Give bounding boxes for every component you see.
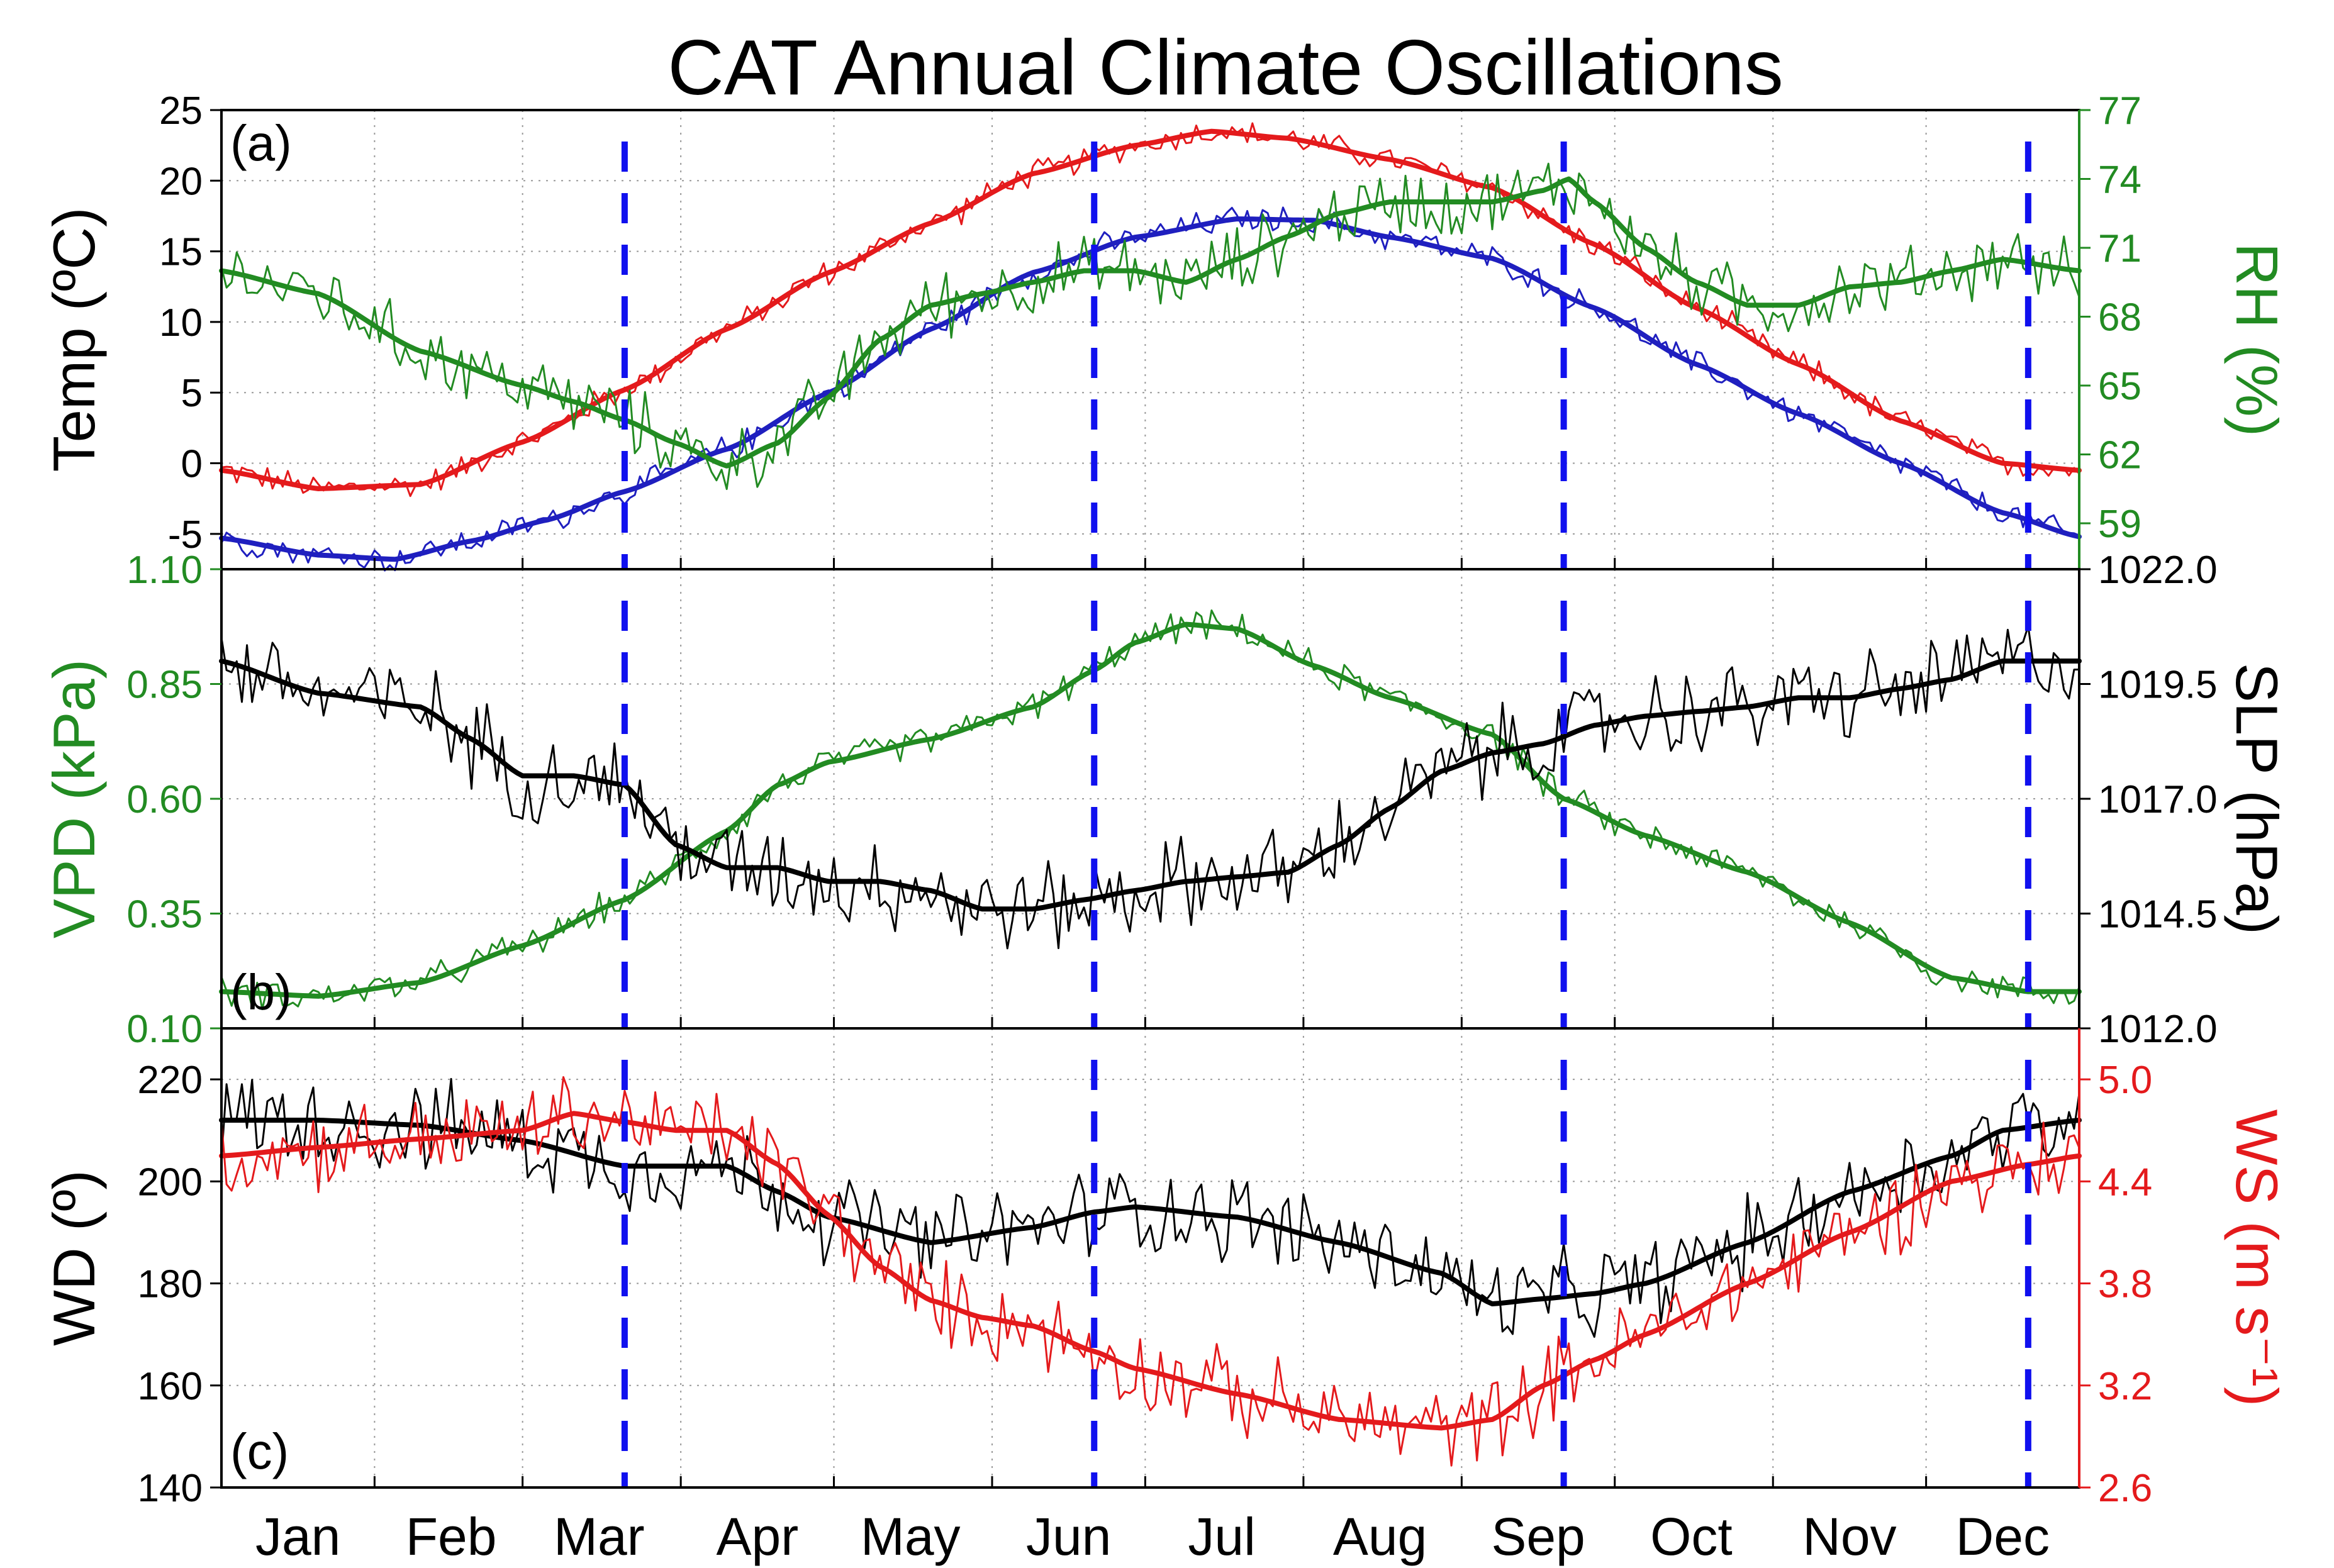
left-axis-title: WD (º) <box>41 1170 107 1346</box>
right-axis-tick-label: 68 <box>2098 296 2141 340</box>
right-axis-tick-label: 1012.0 <box>2098 1008 2218 1051</box>
x-tick-label-may: May <box>861 1507 961 1566</box>
panel-a: 25 20 15 10 5 0 -5 77 74 71 68 65 62 59 Temp (ºC) RH (%… <box>41 89 2290 572</box>
right-axis-tick-label: 71 <box>2098 227 2141 270</box>
left-axis-tick-label: 160 <box>138 1365 203 1408</box>
panel-label: (a) <box>230 115 292 171</box>
series-ws-daily-line <box>220 1076 2080 1467</box>
series-tmin-daily-line <box>220 206 2080 572</box>
right-axis-tick-label: 62 <box>2098 434 2141 477</box>
right-axis-title: SLP (hPa) <box>2224 663 2290 935</box>
left-axis-tick-label: 25 <box>159 89 203 133</box>
left-axis-tick-label: 1.10 <box>126 548 203 592</box>
series-slp-smoothed-line <box>219 659 2082 912</box>
panel-label: (c) <box>230 1423 289 1479</box>
x-tick-label-jul: Jul <box>1188 1507 1255 1566</box>
left-axis-tick-label: -5 <box>168 513 203 557</box>
left-axis-tick-label: 0.60 <box>126 778 203 821</box>
series-ws-smoothed-line <box>219 1111 2082 1431</box>
series-tmin-smoothed-line <box>219 216 2082 562</box>
x-tick-label-sep: Sep <box>1491 1507 1585 1566</box>
left-axis-tick-label: 200 <box>138 1160 203 1204</box>
x-tick-label-apr: Apr <box>716 1507 798 1566</box>
panel-c: 220 200 180 160 140 5.0 4.4 3.8 3.2 2.6 WD (º) WS (… <box>41 1027 2290 1510</box>
right-axis-tick-label: 59 <box>2098 503 2141 546</box>
x-tick-label-nov: Nov <box>1802 1507 1896 1566</box>
series-wd-daily-line <box>220 1077 2080 1338</box>
series-vpd-smoothed-line <box>219 621 2082 999</box>
series-tmax-daily-line <box>221 122 2080 498</box>
left-axis-tick-label: 0.10 <box>126 1008 203 1051</box>
x-tick-label-oct: Oct <box>1650 1507 1733 1566</box>
chart-title: CAT Annual Climate Oscillations <box>667 25 1783 111</box>
series-slp-daily-line <box>220 625 2080 950</box>
left-axis-tick-label: 0 <box>181 443 203 486</box>
series-wd-smoothed-line <box>219 1118 2082 1306</box>
panel-a-frame <box>220 109 2080 570</box>
right-axis-title: WS (m s⁻¹) <box>2224 1109 2290 1406</box>
series-vpd-daily-line <box>220 609 2080 1010</box>
right-axis-tick-label: 65 <box>2098 365 2141 408</box>
left-axis-tick-label: 140 <box>138 1467 203 1510</box>
right-axis-tick-label: 3.8 <box>2098 1263 2152 1306</box>
left-axis-tick-label: 0.85 <box>126 664 203 707</box>
series-rh-smoothed-line <box>219 176 2082 469</box>
right-axis-tick-label: 74 <box>2098 158 2141 202</box>
right-axis-tick-label: 3.2 <box>2098 1365 2152 1408</box>
right-axis-tick-label: 1022.0 <box>2098 548 2218 592</box>
left-axis-title: Temp (ºC) <box>41 208 107 472</box>
series-rh-daily-line <box>220 162 2080 491</box>
x-tick-label-aug: Aug <box>1333 1507 1427 1566</box>
right-axis-tick-label: 2.6 <box>2098 1467 2152 1510</box>
left-axis-tick-label: 5 <box>181 372 203 415</box>
x-tick-label-jun: Jun <box>1026 1507 1111 1566</box>
left-axis-tick-label: 0.35 <box>126 893 203 937</box>
left-axis-tick-label: 20 <box>159 160 203 203</box>
right-axis-tick-label: 4.4 <box>2098 1160 2152 1204</box>
x-tick-label-dec: Dec <box>1956 1507 2050 1566</box>
right-axis-tick-label: 1019.5 <box>2098 664 2218 707</box>
right-axis-tick-label: 77 <box>2098 89 2141 133</box>
series-tmax-smoothed-line <box>219 128 2082 491</box>
x-tick-label-jan: Jan <box>255 1507 340 1566</box>
left-axis-tick-label: 15 <box>159 231 203 274</box>
left-axis-title: VPD (kPa) <box>41 659 107 938</box>
x-tick-label-mar: Mar <box>554 1507 645 1566</box>
x-tick-label-feb: Feb <box>406 1507 497 1566</box>
right-axis-tick-label: 5.0 <box>2098 1059 2152 1102</box>
left-axis-tick-label: 10 <box>159 301 203 345</box>
right-axis-tick-label: 1014.5 <box>2098 893 2218 937</box>
left-axis-tick-label: 180 <box>138 1263 203 1306</box>
panel-b: 1.10 0.85 0.60 0.35 0.10 1022.0 1019.5 1017.0 10… <box>41 548 2290 1051</box>
right-axis-tick-label: 1017.0 <box>2098 778 2218 821</box>
right-axis-title: RH (%) <box>2224 243 2290 436</box>
left-axis-tick-label: 220 <box>138 1059 203 1102</box>
panel-label: (b) <box>230 964 292 1020</box>
